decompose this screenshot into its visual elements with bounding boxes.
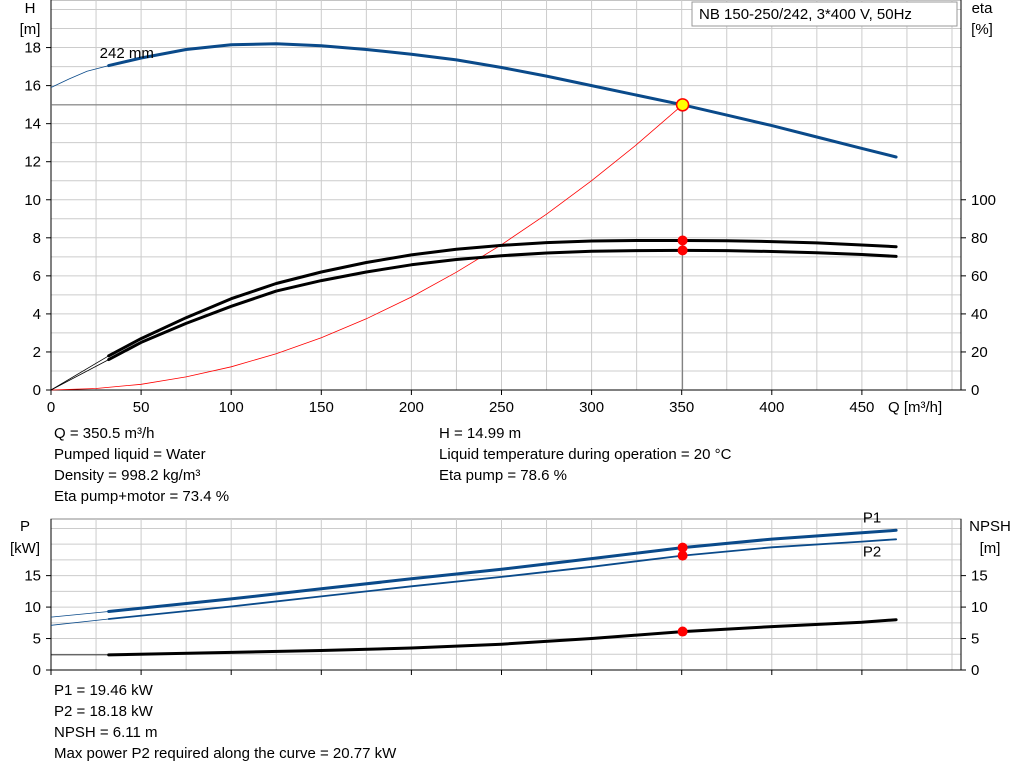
x-tick-label: 100 — [219, 399, 244, 416]
npsh-tick-label: 10 — [971, 599, 988, 616]
upper-chart-grid — [50, 0, 962, 391]
power-unit-label: [kW] — [10, 540, 40, 557]
power-tick-label: 5 — [33, 631, 41, 648]
power-axis-label: P — [20, 518, 30, 535]
left-y-tick-label: 0 — [33, 382, 41, 399]
left-y-tick-label: 16 — [24, 78, 41, 95]
system-curve-line — [50, 104, 683, 391]
lower-chart-grid — [50, 518, 962, 671]
p2-series-label: P2 — [863, 543, 881, 560]
npsh-tick-label: 5 — [971, 631, 979, 648]
info-eta-pump: Eta pump = 78.6 % — [439, 467, 567, 484]
power-tick-label: 10 — [24, 599, 41, 616]
npsh-curve-line — [107, 618, 898, 657]
p1-series-label: P1 — [863, 509, 881, 526]
left-y-tick-label: 2 — [33, 344, 41, 361]
right-y-tick-label: 100 — [971, 192, 996, 209]
left-y-tick-label: 18 — [24, 40, 41, 57]
chart-title-box: NB 150-250/242, 3*400 V, 50Hz — [691, 1, 958, 27]
impeller-diameter-label: 242 mm — [100, 45, 154, 62]
x-tick-label: 450 — [849, 399, 874, 416]
upper-plot-area — [50, 0, 962, 391]
x-tick-label: 300 — [579, 399, 604, 416]
left-y-tick-label: 12 — [24, 154, 41, 171]
eta-pump-curve-line — [107, 239, 898, 358]
info-p1: P1 = 19.46 kW — [54, 682, 153, 699]
eta-unit-label: [%] — [971, 21, 993, 38]
head-curve-line — [107, 42, 898, 159]
info-max-power: Max power P2 required along the curve = … — [54, 745, 397, 762]
p1-duty-point — [677, 542, 688, 553]
chart-marks — [50, 42, 898, 657]
x-tick-label: 350 — [669, 399, 694, 416]
info-npsh: NPSH = 6.11 m — [54, 724, 158, 741]
head-curve-extrapolated — [50, 65, 109, 88]
x-tick-label: 50 — [133, 399, 150, 416]
npsh-duty-point — [677, 626, 688, 637]
upper-info-left: Q = 350.5 m³/h Pumped liquid = Water Den… — [54, 423, 229, 507]
head-unit-label: [m] — [20, 21, 41, 38]
info-pumped-liquid: Pumped liquid = Water — [54, 446, 206, 463]
p1-curve-extrapolated — [50, 611, 109, 618]
p1-curve-line — [107, 528, 898, 613]
right-y-tick-label: 40 — [971, 306, 988, 323]
eta-axis-label: eta — [972, 0, 994, 17]
lower-info: P1 = 19.46 kW P2 = 18.18 kW NPSH = 6.11 … — [54, 680, 396, 764]
right-y-tick-label: 80 — [971, 230, 988, 247]
right-y-tick-label: 0 — [971, 382, 979, 399]
x-axis-label: Q [m³/h] — [888, 399, 942, 416]
power-tick-label: 0 — [33, 662, 41, 679]
left-y-tick-label: 8 — [33, 230, 41, 247]
info-flow: Q = 350.5 m³/h — [54, 425, 155, 442]
info-head: H = 14.99 m — [439, 425, 522, 442]
info-density: Density = 998.2 kg/m³ — [54, 467, 201, 484]
left-y-tick-label: 4 — [33, 306, 41, 323]
eta-pump-motor-duty-point — [677, 245, 688, 256]
info-p2: P2 = 18.18 kW — [54, 703, 153, 720]
right-y-tick-label: 20 — [971, 344, 988, 361]
p2-curve-extrapolated — [50, 618, 109, 626]
x-tick-label: 400 — [759, 399, 784, 416]
info-liquid-temperature: Liquid temperature during operation = 20… — [439, 446, 732, 463]
eta-pump-motor-curve-line — [107, 248, 898, 362]
eta-pump-curve-extrapolated — [50, 355, 109, 391]
right-y-tick-label: 60 — [971, 268, 988, 285]
npsh-tick-label: 0 — [971, 662, 979, 679]
left-y-tick-label: 10 — [24, 192, 41, 209]
eta-pump-duty-point — [677, 235, 688, 246]
upper-info-right: H = 14.99 m Liquid temperature during op… — [439, 423, 731, 486]
x-tick-label: 150 — [309, 399, 334, 416]
npsh-tick-label: 15 — [971, 568, 988, 585]
npsh-unit-label: [m] — [980, 540, 1001, 557]
left-y-tick-label: 6 — [33, 268, 41, 285]
info-eta-pump-motor: Eta pump+motor = 73.4 % — [54, 488, 230, 505]
x-tick-label: 0 — [47, 399, 55, 416]
x-tick-label: 250 — [489, 399, 514, 416]
head-axis-label: H — [25, 0, 36, 17]
p2-duty-point — [677, 550, 688, 561]
x-tick-label: 200 — [399, 399, 424, 416]
npsh-axis-label: NPSH — [969, 518, 1011, 535]
eta-pump-motor-curve-extrapolated — [50, 359, 109, 391]
chart-labels: 0 50 100 150 200 250 300 350 400 450 Q [m³/h]02468… — [10, 0, 1011, 679]
left-y-tick-label: 14 — [24, 116, 41, 133]
power-tick-label: 15 — [24, 568, 41, 585]
lower-plot-area — [50, 518, 962, 671]
chart-title: NB 150-250/242, 3*400 V, 50Hz — [699, 6, 912, 23]
duty-point-marker — [675, 98, 690, 112]
p2-curve-line — [107, 538, 897, 620]
